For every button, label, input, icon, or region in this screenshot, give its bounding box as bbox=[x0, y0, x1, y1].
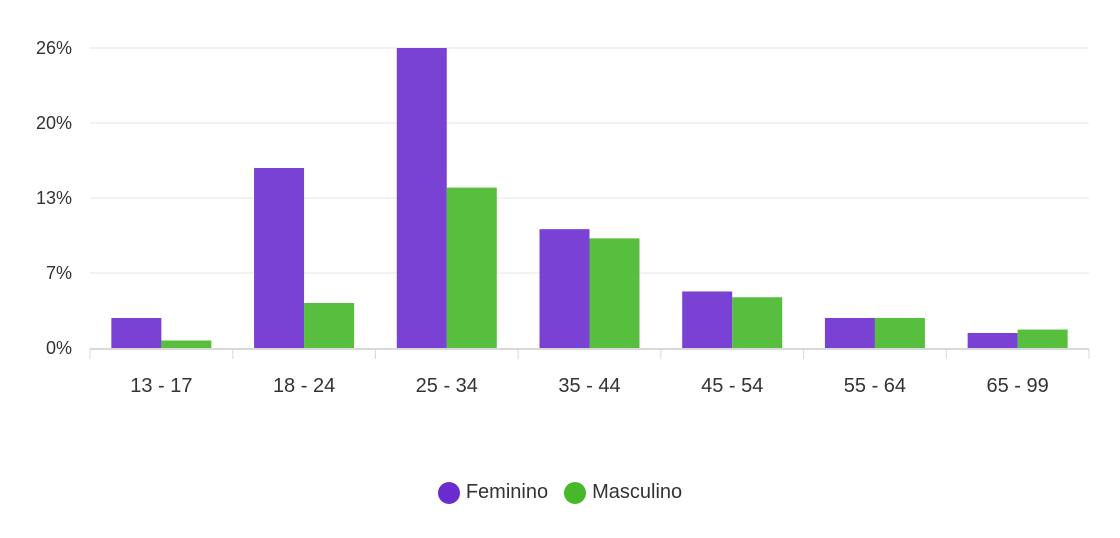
y-tick-label: 7% bbox=[46, 263, 72, 283]
bar-masculino-3[interactable] bbox=[589, 238, 640, 348]
x-tick-label: 25 - 34 bbox=[416, 375, 478, 397]
bar-masculino-2[interactable] bbox=[446, 187, 497, 348]
bar-feminino-2[interactable] bbox=[396, 48, 447, 348]
legend-item-feminino[interactable]: Feminino bbox=[437, 481, 549, 504]
legend-swatch-feminino bbox=[437, 481, 460, 504]
bar-masculino-5[interactable] bbox=[874, 318, 925, 348]
bar-feminino-0[interactable] bbox=[111, 318, 162, 348]
legend-swatch-masculino bbox=[564, 481, 587, 504]
x-tick-label: 13 - 17 bbox=[130, 375, 192, 397]
y-tick-label: 26% bbox=[36, 38, 72, 58]
legend-label-feminino: Feminino bbox=[465, 481, 549, 503]
bar-feminino-1[interactable] bbox=[254, 168, 305, 348]
bar-feminino-5[interactable] bbox=[824, 318, 875, 348]
bar-masculino-6[interactable] bbox=[1017, 329, 1068, 348]
y-tick-label: 0% bbox=[46, 338, 72, 358]
legend-label-masculino: Masculino bbox=[592, 481, 683, 503]
x-tick-label: 55 - 64 bbox=[844, 375, 906, 397]
bar-masculino-4[interactable] bbox=[732, 297, 783, 348]
bar-feminino-3[interactable] bbox=[539, 229, 590, 348]
bar-masculino-0[interactable] bbox=[161, 340, 212, 349]
x-axis-tick-labels: 13 - 17 18 - 24 25 - 34 35 - 44 45 - 54 55 - … bbox=[130, 375, 1049, 397]
bar-feminino-6[interactable] bbox=[967, 333, 1018, 348]
x-tick-label: 35 - 44 bbox=[558, 375, 620, 397]
y-axis-tick-labels: 0% 7% 13% 20% 26% bbox=[36, 38, 72, 358]
x-tick-label: 45 - 54 bbox=[701, 375, 763, 397]
y-tick-label: 13% bbox=[36, 188, 72, 208]
legend-item-masculino[interactable]: Masculino bbox=[564, 481, 682, 504]
x-tick-label: 65 - 99 bbox=[987, 375, 1049, 397]
bar-feminino-4[interactable] bbox=[682, 291, 733, 348]
bar-masculino-1[interactable] bbox=[304, 303, 355, 348]
x-axis bbox=[89, 348, 1090, 359]
bars bbox=[111, 48, 1068, 349]
x-tick-label: 18 - 24 bbox=[273, 375, 335, 397]
legend: Feminino Masculino bbox=[0, 481, 1120, 504]
y-tick-label: 20% bbox=[36, 113, 72, 133]
